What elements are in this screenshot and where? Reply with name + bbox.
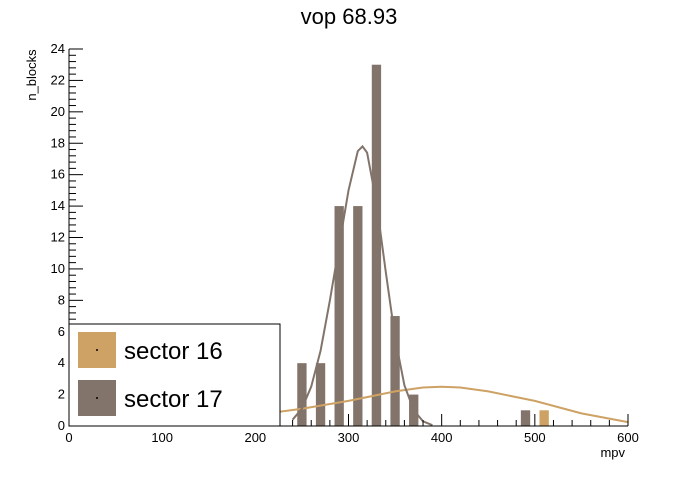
x-tick-label-200: 200	[244, 430, 266, 445]
y-axis-label: n_blocks	[24, 49, 39, 101]
fit-curve-series2	[291, 144, 433, 427]
bar-series2-x280	[334, 206, 344, 426]
fit-curve-series1	[208, 385, 629, 424]
y-tick-label-24: 24	[51, 41, 65, 56]
bar-series2-x340	[390, 316, 400, 426]
bars-layer	[297, 64, 549, 426]
y-tick-label-16: 16	[51, 167, 65, 182]
chart-title: vop 68.93	[301, 4, 398, 29]
legend-marker-series2	[96, 397, 98, 399]
x-tick-label-300: 300	[338, 430, 360, 445]
y-tick-label-6: 6	[58, 324, 65, 339]
x-tick-label-400: 400	[431, 430, 453, 445]
x-tick-label-500: 500	[524, 430, 546, 445]
bar-series2-x260	[315, 363, 326, 426]
legend-marker-series1	[96, 349, 98, 351]
x-axis-label: mpv	[600, 445, 625, 460]
bar-series2-x240	[297, 363, 307, 426]
y-tick-label-22: 22	[51, 72, 65, 87]
legend-label-series2: sector 17	[124, 386, 223, 413]
x-tick-label-600: 600	[617, 430, 639, 445]
y-tick-label-10: 10	[51, 261, 65, 276]
legend: sector 16 sector 17	[68, 323, 281, 427]
x-tick-label-0: 0	[65, 430, 72, 445]
y-tick-label-14: 14	[51, 198, 65, 213]
y-tick-label-2: 2	[58, 387, 65, 402]
y-tick-label-4: 4	[58, 355, 65, 370]
legend-label-series1: sector 16	[124, 338, 223, 365]
bar-series2-x320	[371, 64, 382, 426]
y-tick-label-8: 8	[58, 292, 65, 307]
y-tick-label-18: 18	[51, 135, 65, 150]
y-tick-label-0: 0	[58, 418, 65, 433]
fit-curves-layer	[208, 144, 629, 427]
x-tick-label-100: 100	[151, 430, 173, 445]
bar-series2-x480	[520, 410, 531, 426]
y-tick-label-12: 12	[51, 230, 65, 245]
bar-series2-x300	[353, 206, 363, 426]
bar-series1-x500	[539, 410, 549, 426]
y-tick-label-20: 20	[51, 104, 65, 119]
